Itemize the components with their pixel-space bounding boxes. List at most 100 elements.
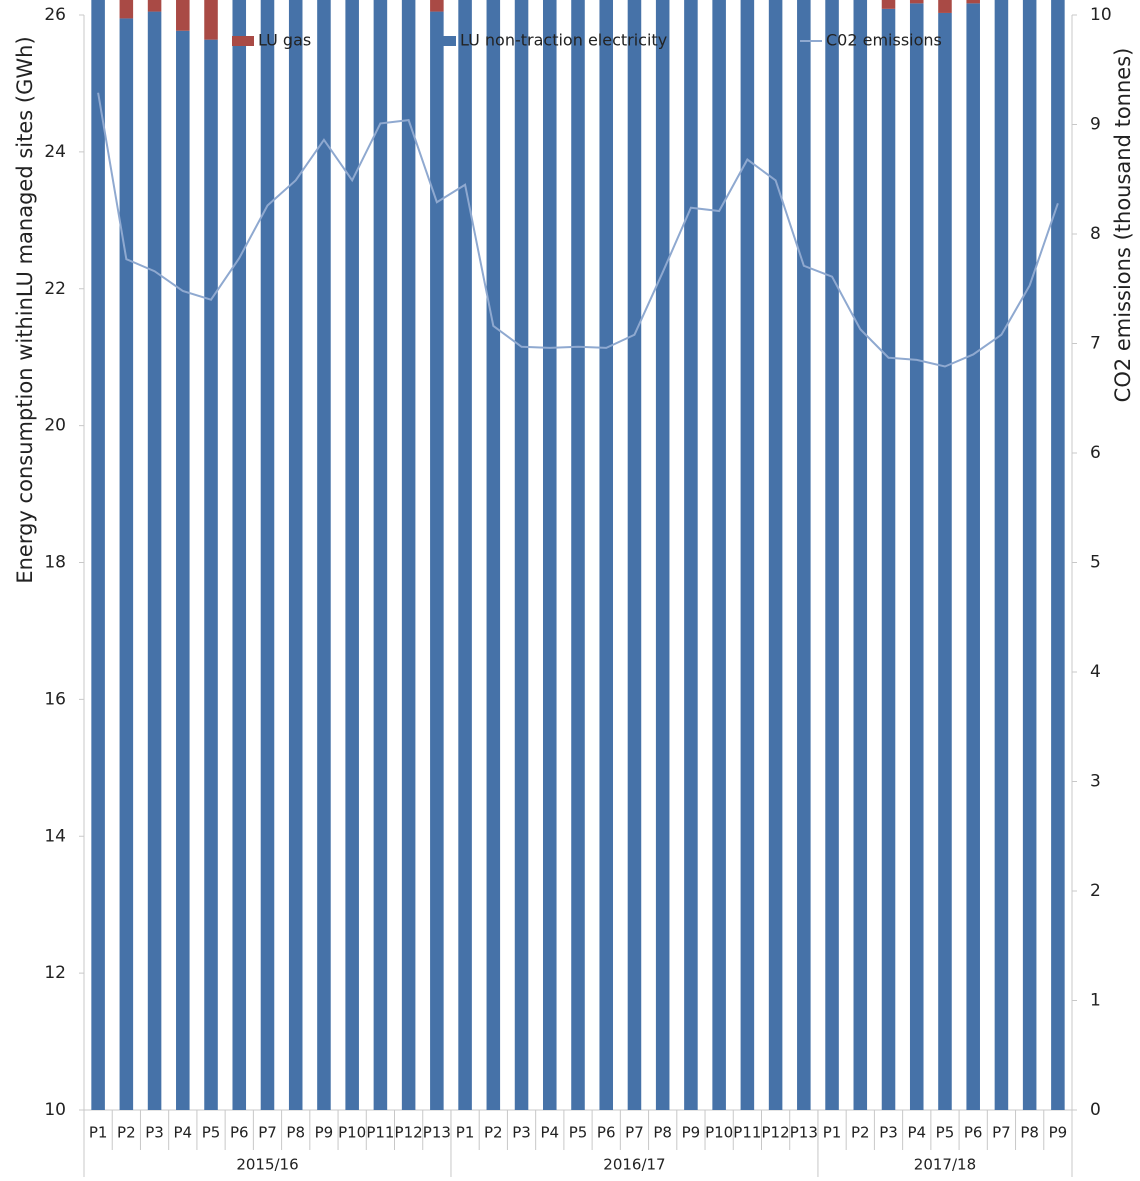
y-tick-label: 14 xyxy=(44,826,66,846)
y-tick-label: 22 xyxy=(44,279,66,299)
bar-segment xyxy=(430,11,444,1110)
x-tick-label: P5 xyxy=(569,1124,588,1142)
bar-segment xyxy=(204,39,218,1111)
x-tick-label: P10 xyxy=(338,1124,366,1142)
bar-segment xyxy=(655,0,670,1110)
bar-segment xyxy=(684,0,698,1110)
y-tick-label: 16 xyxy=(44,689,66,709)
bar-segment xyxy=(909,0,924,4)
y2-tick-label: 5 xyxy=(1090,553,1101,573)
bar-segment xyxy=(119,0,134,19)
bar-segment xyxy=(599,0,614,1110)
y2-tick-label: 2 xyxy=(1090,881,1101,901)
x-tick-label: P6 xyxy=(964,1124,983,1142)
bar-segment xyxy=(712,0,726,1111)
bar-segment xyxy=(1022,0,1037,1110)
legend-swatch xyxy=(232,36,254,46)
legend-swatch xyxy=(434,36,456,46)
y2-axis-title: CO2 emissions (thousand tonnes) xyxy=(1111,48,1135,403)
x-tick-label: P3 xyxy=(512,1124,531,1142)
bar-segment xyxy=(994,0,1009,1111)
x-tick-label: P9 xyxy=(315,1124,334,1142)
x-tick-label: P6 xyxy=(230,1124,249,1142)
x-tick-label: P6 xyxy=(597,1124,616,1142)
bar-segment xyxy=(825,0,839,1110)
x-tick-label: P2 xyxy=(851,1124,870,1142)
x-tick-label: P1 xyxy=(89,1124,108,1142)
bar-segment xyxy=(966,3,980,1111)
x-tick-label: P13 xyxy=(423,1124,451,1142)
x-tick-label: P10 xyxy=(705,1124,733,1142)
x-tick-label: P5 xyxy=(936,1124,955,1142)
bar-segment xyxy=(966,0,980,4)
bar-segment xyxy=(345,0,359,1110)
x-tick-label: P9 xyxy=(1049,1124,1068,1142)
bar-segment xyxy=(232,0,247,1111)
group-label: 2016/17 xyxy=(603,1156,665,1174)
bar-segment xyxy=(458,0,472,1111)
x-tick-label: P4 xyxy=(174,1124,193,1142)
y2-tick-label: 10 xyxy=(1090,5,1112,25)
bar-segment xyxy=(571,0,585,1110)
bar-segment xyxy=(401,0,416,1110)
y-axis-title: Energy consumption withinLU managed site… xyxy=(13,36,37,583)
bar-segment xyxy=(938,12,952,1110)
bar-segment xyxy=(909,3,924,1111)
x-tick-label: P4 xyxy=(907,1124,926,1142)
bar-segment xyxy=(119,18,134,1110)
y-tick-label: 26 xyxy=(44,5,66,25)
x-tick-label: P11 xyxy=(733,1124,761,1142)
bar-segment xyxy=(881,0,896,9)
x-tick-label: P11 xyxy=(366,1124,394,1142)
bar-segment xyxy=(430,0,444,12)
x-tick-label: P5 xyxy=(202,1124,221,1142)
bar-segment xyxy=(288,0,303,1111)
legend-label: C02 emissions xyxy=(826,31,942,50)
x-tick-label: P2 xyxy=(117,1124,136,1142)
y2-tick-label: 3 xyxy=(1090,772,1101,792)
x-tick-label: P7 xyxy=(992,1124,1011,1142)
bar-segment xyxy=(204,0,218,40)
y2-tick-label: 6 xyxy=(1090,443,1101,463)
bar-segment xyxy=(176,30,190,1111)
group-label: 2017/18 xyxy=(914,1156,976,1174)
bar-segment xyxy=(627,0,642,1110)
bar-segment xyxy=(317,0,331,1111)
y-tick-label: 10 xyxy=(44,1100,66,1120)
x-tick-label: P13 xyxy=(790,1124,818,1142)
x-tick-label: P12 xyxy=(762,1124,790,1142)
x-tick-label: P8 xyxy=(286,1124,305,1142)
y2-tick-label: 8 xyxy=(1090,224,1101,244)
y2-tick-label: 1 xyxy=(1090,991,1101,1011)
bar-segment xyxy=(147,0,162,12)
bar-segment xyxy=(1051,0,1065,1111)
bar-segment xyxy=(514,0,529,1111)
bar-segment xyxy=(740,0,755,1111)
line-series xyxy=(97,92,1059,368)
bar-segment xyxy=(881,8,896,1111)
bar-segment xyxy=(853,0,868,1110)
y-tick-label: 12 xyxy=(44,963,66,983)
y-tick-label: 20 xyxy=(44,416,66,436)
y2-tick-label: 0 xyxy=(1090,1100,1101,1120)
x-tick-label: P7 xyxy=(625,1124,644,1142)
x-tick-label: P12 xyxy=(395,1124,423,1142)
y2-tick-label: 7 xyxy=(1090,334,1101,354)
x-tick-label: P3 xyxy=(145,1124,164,1142)
bar-segment xyxy=(176,0,190,31)
x-tick-label: P2 xyxy=(484,1124,503,1142)
bar-segment xyxy=(486,0,501,1110)
legend-label: LU non-traction electricity xyxy=(460,31,667,50)
bar-segment xyxy=(797,0,811,1111)
bar-segment xyxy=(542,0,557,1110)
x-tick-label: P1 xyxy=(823,1124,842,1142)
x-tick-label: P7 xyxy=(258,1124,277,1142)
bar-segment xyxy=(768,0,783,1110)
x-tick-label: P1 xyxy=(456,1124,475,1142)
legend-label: LU gas xyxy=(258,31,311,50)
y-tick-label: 24 xyxy=(44,142,66,162)
y-tick-label: 18 xyxy=(44,553,66,573)
y2-tick-label: 4 xyxy=(1090,662,1101,682)
x-tick-label: P3 xyxy=(879,1124,898,1142)
